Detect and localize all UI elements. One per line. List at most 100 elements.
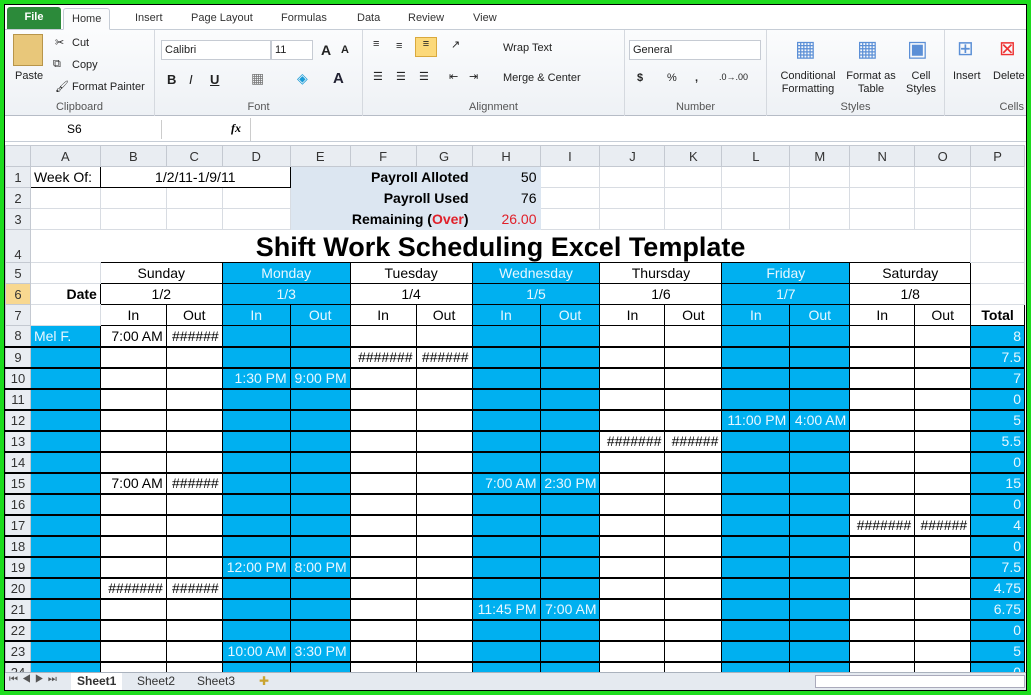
time-in-cell[interactable] xyxy=(471,556,541,578)
tab-insert[interactable]: Insert xyxy=(135,12,163,24)
row-header[interactable]: 10 xyxy=(5,367,31,389)
time-out-cell[interactable] xyxy=(415,514,473,536)
time-in-cell[interactable] xyxy=(471,577,541,599)
time-out-cell[interactable] xyxy=(165,535,223,557)
align-top-icon[interactable]: ≡ xyxy=(373,38,380,50)
time-out-cell[interactable] xyxy=(914,430,972,452)
time-out-cell[interactable] xyxy=(914,388,972,410)
time-in-cell[interactable] xyxy=(349,640,417,662)
time-in-cell[interactable] xyxy=(849,556,916,578)
time-in-cell[interactable]: 12:00 PM xyxy=(221,556,291,578)
time-out-cell[interactable] xyxy=(789,325,851,347)
time-in-cell[interactable] xyxy=(599,514,666,536)
time-in-cell[interactable] xyxy=(721,514,791,536)
time-in-cell[interactable] xyxy=(849,451,916,473)
employee-name[interactable] xyxy=(29,430,101,452)
time-out-cell[interactable] xyxy=(789,535,851,557)
time-out-cell[interactable] xyxy=(165,661,223,672)
fill-color-icon[interactable]: ◈ xyxy=(297,70,308,86)
time-out-cell[interactable] xyxy=(664,514,723,536)
time-out-cell[interactable] xyxy=(415,367,473,389)
time-out-cell[interactable] xyxy=(664,388,723,410)
time-in-cell[interactable] xyxy=(721,577,791,599)
time-in-cell[interactable] xyxy=(721,556,791,578)
time-out-cell[interactable] xyxy=(289,409,351,431)
horizontal-scrollbar[interactable] xyxy=(815,675,1025,688)
time-out-cell[interactable] xyxy=(664,577,723,599)
employee-name[interactable] xyxy=(29,367,101,389)
align-middle-icon[interactable]: ≡ xyxy=(396,40,403,52)
time-in-cell[interactable] xyxy=(221,430,291,452)
time-out-cell[interactable] xyxy=(789,346,851,368)
row-header[interactable]: 5 xyxy=(5,262,31,284)
paste-button[interactable]: Paste xyxy=(15,70,44,82)
employee-name[interactable] xyxy=(29,535,101,557)
time-out-cell[interactable] xyxy=(539,451,601,473)
time-in-cell[interactable] xyxy=(471,325,541,347)
time-out-cell[interactable] xyxy=(539,535,601,557)
time-out-cell[interactable] xyxy=(165,493,223,515)
employee-name[interactable] xyxy=(29,556,101,578)
column-header[interactable]: P xyxy=(970,145,1025,167)
time-in-cell[interactable] xyxy=(471,409,541,431)
time-out-cell[interactable] xyxy=(664,409,723,431)
employee-name[interactable] xyxy=(29,661,101,672)
row-header[interactable]: 18 xyxy=(5,535,31,557)
time-in-cell[interactable] xyxy=(471,514,541,536)
employee-name[interactable] xyxy=(29,598,101,620)
row-header[interactable]: 14 xyxy=(5,451,31,473)
time-in-cell[interactable] xyxy=(721,619,791,641)
employee-name[interactable] xyxy=(29,409,101,431)
time-out-cell[interactable] xyxy=(789,430,851,452)
time-out-cell[interactable] xyxy=(415,388,473,410)
time-out-cell[interactable]: ###### xyxy=(664,430,723,452)
column-header[interactable]: H xyxy=(471,145,541,167)
format-as-table-button[interactable]: Format as Table xyxy=(846,70,896,95)
time-in-cell[interactable] xyxy=(221,661,291,672)
time-in-cell[interactable] xyxy=(349,514,417,536)
row-header[interactable]: 11 xyxy=(5,388,31,410)
time-out-cell[interactable]: ###### xyxy=(415,346,473,368)
time-out-cell[interactable] xyxy=(165,346,223,368)
time-in-cell[interactable] xyxy=(99,367,167,389)
time-out-cell[interactable] xyxy=(789,493,851,515)
time-out-cell[interactable] xyxy=(664,640,723,662)
time-in-cell[interactable] xyxy=(599,493,666,515)
time-out-cell[interactable] xyxy=(415,535,473,557)
time-in-cell[interactable] xyxy=(99,661,167,672)
comma-icon[interactable]: , xyxy=(695,72,699,84)
percent-icon[interactable]: % xyxy=(667,72,677,84)
time-out-cell[interactable] xyxy=(165,598,223,620)
time-out-cell[interactable] xyxy=(415,493,473,515)
time-in-cell[interactable] xyxy=(599,388,666,410)
time-in-cell[interactable] xyxy=(99,556,167,578)
time-in-cell[interactable] xyxy=(849,493,916,515)
time-in-cell[interactable] xyxy=(99,346,167,368)
time-in-cell[interactable] xyxy=(99,535,167,557)
payroll-alloted-value[interactable]: 50 xyxy=(471,166,541,188)
time-out-cell[interactable] xyxy=(165,388,223,410)
name-box[interactable]: S6 xyxy=(7,120,162,139)
time-out-cell[interactable] xyxy=(289,577,351,599)
time-out-cell[interactable] xyxy=(664,346,723,368)
time-out-cell[interactable] xyxy=(789,598,851,620)
time-in-cell[interactable] xyxy=(221,514,291,536)
time-in-cell[interactable] xyxy=(721,388,791,410)
tab-home[interactable]: Home xyxy=(63,8,111,30)
time-in-cell[interactable] xyxy=(349,661,417,672)
bold-icon[interactable]: B xyxy=(167,72,177,87)
time-in-cell[interactable] xyxy=(349,472,417,494)
time-in-cell[interactable] xyxy=(721,346,791,368)
column-header[interactable]: L xyxy=(721,145,791,167)
time-out-cell[interactable] xyxy=(165,367,223,389)
time-out-cell[interactable]: 9:00 PM xyxy=(289,367,351,389)
time-out-cell[interactable] xyxy=(165,556,223,578)
column-header[interactable]: A xyxy=(29,145,101,167)
time-out-cell[interactable] xyxy=(165,640,223,662)
time-in-cell[interactable]: 11:00 PM xyxy=(721,409,791,431)
borders-icon[interactable]: ▦ xyxy=(251,70,265,86)
decrease-indent-icon[interactable]: ⇤ xyxy=(449,71,459,83)
column-header[interactable]: E xyxy=(289,145,351,167)
time-in-cell[interactable] xyxy=(849,640,916,662)
time-out-cell[interactable] xyxy=(664,619,723,641)
